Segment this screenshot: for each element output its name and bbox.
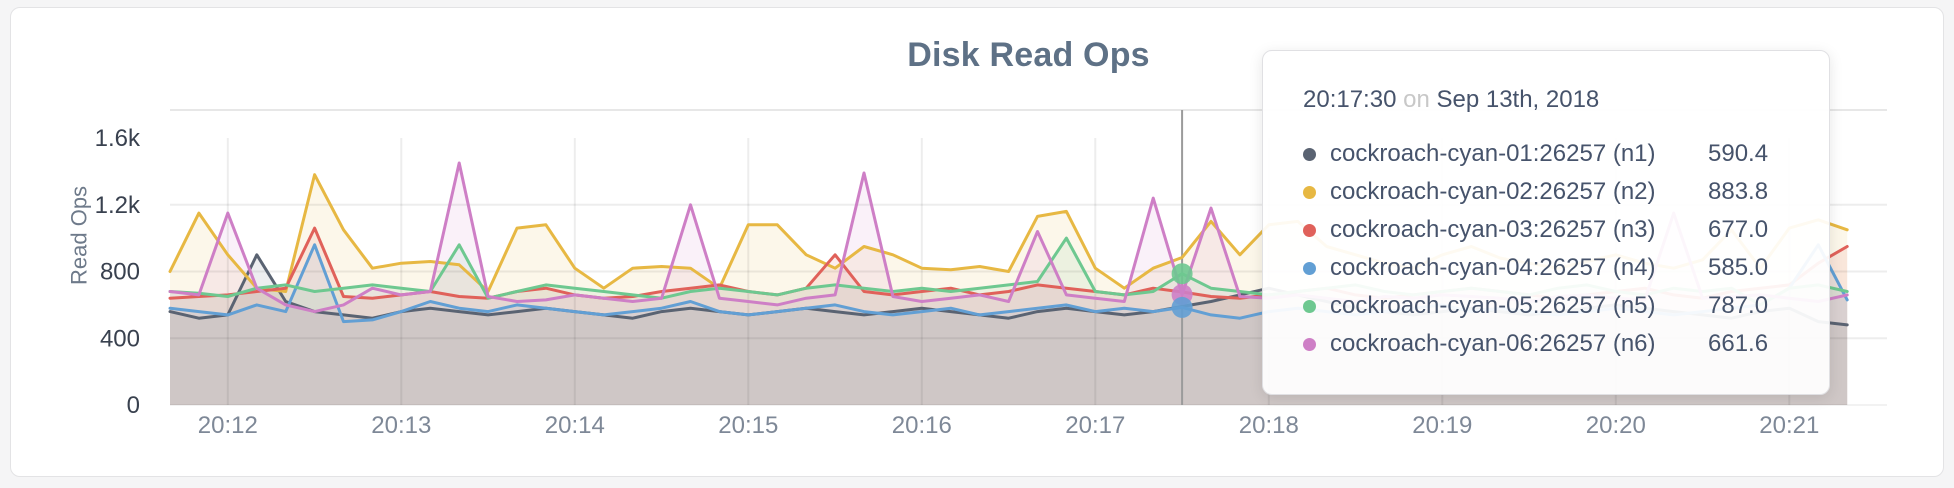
series-dot bbox=[1303, 261, 1316, 275]
series-value: 590.4 bbox=[1708, 140, 1769, 167]
series-value: 585.0 bbox=[1708, 254, 1769, 281]
svg-text:20:18: 20:18 bbox=[1239, 412, 1299, 439]
hover-dots bbox=[1171, 263, 1193, 318]
tooltip-on-text: on bbox=[1403, 86, 1430, 113]
svg-text:20:19: 20:19 bbox=[1412, 412, 1472, 439]
tooltip-row: cockroach-cyan-03:26257 (n3) 677.0 bbox=[1303, 211, 1789, 249]
svg-text:0: 0 bbox=[127, 392, 140, 419]
svg-text:20:12: 20:12 bbox=[198, 412, 258, 439]
svg-text:1.6k: 1.6k bbox=[95, 125, 141, 152]
series-dot bbox=[1303, 337, 1316, 351]
series-dot bbox=[1303, 147, 1316, 161]
svg-text:20:16: 20:16 bbox=[892, 412, 952, 439]
series-dot bbox=[1303, 223, 1316, 237]
tooltip-row: cockroach-cyan-04:26257 (n4) 585.0 bbox=[1303, 249, 1789, 287]
tooltip-row: cockroach-cyan-01:26257 (n1) 590.4 bbox=[1303, 135, 1789, 173]
svg-text:400: 400 bbox=[100, 325, 140, 352]
series-label: cockroach-cyan-05:26257 (n5) bbox=[1330, 292, 1656, 319]
svg-text:20:17: 20:17 bbox=[1065, 412, 1125, 439]
series-dot bbox=[1303, 185, 1316, 199]
svg-text:20:13: 20:13 bbox=[371, 412, 431, 439]
tooltip-row: cockroach-cyan-05:26257 (n5) 787.0 bbox=[1303, 287, 1789, 325]
series-label: cockroach-cyan-06:26257 (n6) bbox=[1330, 330, 1656, 357]
series-dot bbox=[1303, 299, 1316, 313]
series-label: cockroach-cyan-02:26257 (n2) bbox=[1330, 178, 1656, 205]
tooltip-time: 20:17:30 bbox=[1303, 86, 1397, 113]
tooltip-rows: cockroach-cyan-01:26257 (n1) 590.4 cockr… bbox=[1303, 135, 1789, 363]
svg-text:20:20: 20:20 bbox=[1586, 412, 1646, 439]
series-value: 883.8 bbox=[1708, 178, 1769, 205]
tooltip-header: 20:17:30 on Sep 13th, 2018 bbox=[1303, 85, 1789, 115]
hover-tooltip: 20:17:30 on Sep 13th, 2018 cockroach-cya… bbox=[1262, 50, 1830, 395]
tooltip-row: cockroach-cyan-06:26257 (n6) 661.6 bbox=[1303, 325, 1789, 363]
svg-text:20:15: 20:15 bbox=[718, 412, 778, 439]
svg-text:20:21: 20:21 bbox=[1759, 412, 1819, 439]
y-tick-labels: 0 400 800 1.2k 1.6k bbox=[95, 125, 141, 419]
svg-text:20:14: 20:14 bbox=[545, 412, 605, 439]
series-value: 677.0 bbox=[1708, 216, 1769, 243]
series-label: cockroach-cyan-03:26257 (n3) bbox=[1330, 216, 1656, 243]
x-tick-labels: 20:12 20:13 20:14 20:15 20:16 20:17 20:18 20:19… bbox=[198, 412, 1820, 439]
series-label: cockroach-cyan-01:26257 (n1) bbox=[1330, 140, 1656, 167]
series-value: 661.6 bbox=[1708, 330, 1769, 357]
tooltip-row: cockroach-cyan-02:26257 (n2) 883.8 bbox=[1303, 173, 1789, 211]
tooltip-date: Sep 13th, 2018 bbox=[1436, 86, 1600, 113]
chart-title: Disk Read Ops bbox=[907, 36, 1150, 74]
series-label: cockroach-cyan-04:26257 (n4) bbox=[1330, 254, 1656, 281]
svg-text:800: 800 bbox=[100, 259, 140, 286]
svg-text:1.2k: 1.2k bbox=[95, 192, 141, 219]
series-value: 787.0 bbox=[1708, 292, 1769, 319]
